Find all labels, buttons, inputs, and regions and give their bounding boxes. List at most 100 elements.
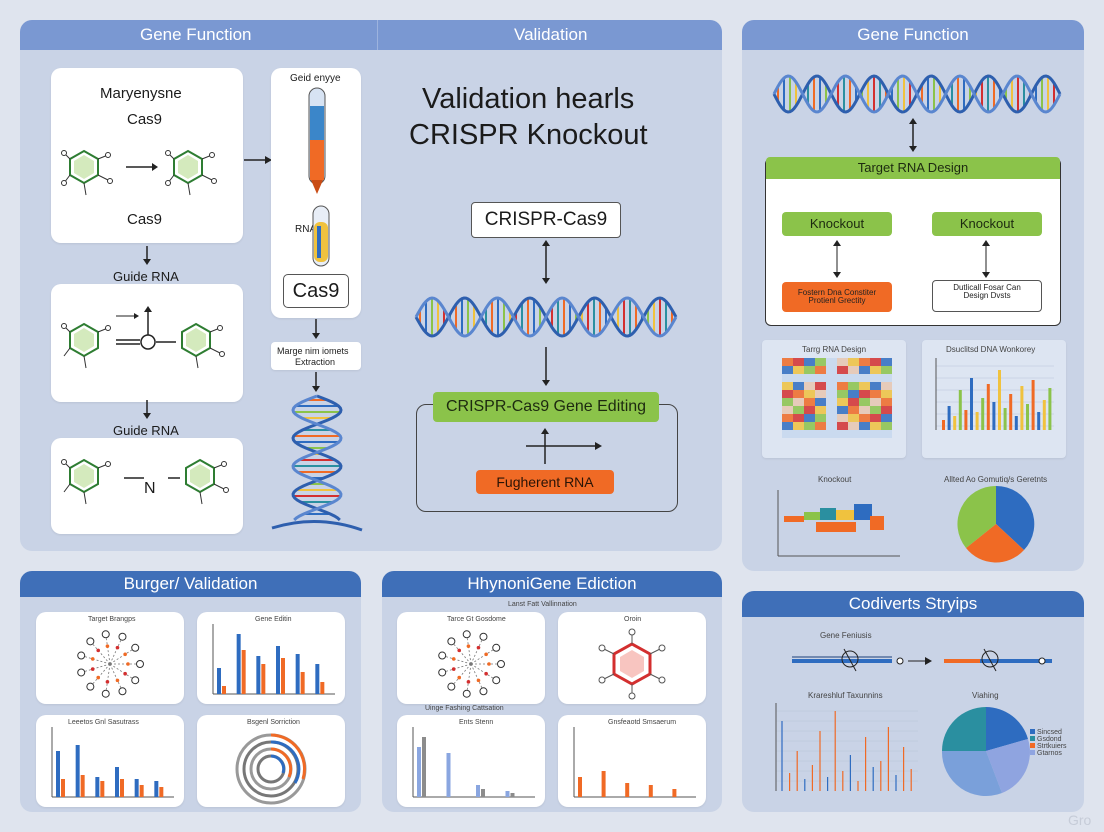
segment: [870, 516, 884, 530]
label-guide-rna-2: Guide RNA: [113, 423, 179, 438]
network-dot: [484, 652, 488, 657]
double-arrow-1: [542, 240, 550, 284]
heatmap-cell: [870, 390, 881, 398]
heatmap-cell: [804, 422, 815, 430]
arrow-down-2: [143, 400, 151, 419]
heatmap-cell: [793, 422, 804, 430]
network-dot: [484, 671, 488, 676]
network-dot: [466, 644, 471, 648]
bm-c1-title: Tarce Gt Gosdome: [447, 616, 506, 623]
heatmap-cell: [815, 382, 826, 390]
bl-card-network: Target Brangps: [36, 612, 184, 704]
network-dot: [90, 667, 95, 671]
arrow-down-1: [143, 246, 151, 265]
heatmap-title: Tarrg RNA Design: [802, 345, 867, 354]
bar: [95, 777, 100, 797]
bar: [648, 785, 653, 797]
bar: [80, 775, 85, 797]
dna-strand: [772, 74, 1062, 114]
network-node: [136, 660, 144, 668]
segment: [804, 512, 830, 520]
heatmap-cell: [804, 414, 815, 422]
heatmap-cell: [870, 366, 881, 374]
pie-chart-right: [957, 485, 1035, 563]
heatmap-cell: [782, 390, 793, 398]
heatmap-cell: [881, 422, 892, 430]
heatmap-cell: [837, 414, 848, 422]
heatmap-cell: [815, 430, 826, 438]
heatmap: [782, 358, 892, 438]
segment: [820, 508, 836, 520]
knockout-box-1: Knockout: [782, 212, 892, 236]
heatmap-cell: [881, 374, 892, 382]
bottom-middle-header: HhynoniGene Ediction: [382, 571, 722, 597]
heatmap-cell: [826, 390, 837, 398]
bar: [295, 654, 300, 694]
bar-chart-bm-2: [573, 727, 696, 798]
bar: [1009, 394, 1013, 430]
heatmap-cell: [826, 374, 837, 382]
bar: [942, 420, 945, 430]
network-edge: [451, 641, 472, 665]
bottom-middle-panel: HhynoniGene Ediction Lanst Fatt Vallinna…: [382, 571, 722, 812]
network-node: [497, 660, 505, 668]
network-node: [118, 632, 127, 641]
heatmap-cell: [804, 406, 815, 414]
heatmap-cell: [870, 430, 881, 438]
bar: [115, 767, 119, 797]
network-node: [86, 682, 95, 691]
right-panel: Gene Function Target RNA Design Knockout…: [742, 20, 1084, 571]
pie-slice-blue: [996, 485, 1035, 550]
bm-card-bars: Uinge Fashing Cattsation Ents Stenn: [397, 705, 545, 807]
bl-c3-title: Leeetos Gnl Sasutrass: [68, 719, 139, 726]
heatmap-card: Tarrg RNA Design: [762, 340, 906, 458]
bottom-right-panel: Codiverts Stryips Gene Feniusis Krareshl…: [742, 591, 1084, 812]
heatmap-cell: [859, 358, 870, 366]
heatmap-cell: [870, 358, 881, 366]
bar: [975, 412, 979, 430]
test-tube-1: [308, 87, 326, 194]
molecule-drawing-3: [61, 458, 229, 505]
bar: [1048, 388, 1052, 430]
bar: [1042, 400, 1046, 430]
heatmap-cell: [837, 390, 848, 398]
pie-slice-orange: [966, 524, 1024, 563]
dna-helix-horizontal: [414, 296, 678, 338]
legend-item-1: Sincsed: [1030, 729, 1067, 736]
heatmap-cell: [804, 382, 815, 390]
tube-label-mid: RNA: [295, 224, 317, 235]
bar: [56, 751, 60, 797]
radial-rings: [235, 733, 307, 805]
bar: [320, 682, 325, 694]
heatmap-cell: [848, 430, 859, 438]
bar: [222, 686, 226, 694]
network-dot: [451, 667, 456, 671]
heatmap-cell: [793, 430, 804, 438]
heatmap-cell: [881, 414, 892, 422]
heatmap-cell: [793, 398, 804, 406]
main-panel: Gene Function Validation Maryenysne Cas9…: [20, 20, 722, 551]
header-divider: [377, 20, 378, 50]
heatmap-cell: [859, 406, 870, 414]
dna-strand: [414, 296, 678, 338]
heatmap-cell: [815, 366, 826, 374]
bar: [970, 378, 973, 430]
network-edge: [470, 663, 497, 681]
bar: [1031, 380, 1035, 430]
dna-helix-vertical: [271, 394, 363, 532]
extraction-card: Marge nim iomets Extraction: [271, 342, 361, 370]
big-title-line-2: CRISPR Knockout: [409, 119, 648, 151]
dna-base: [271, 520, 363, 532]
network-edge: [466, 663, 472, 694]
bar: [134, 779, 139, 797]
br-pie-title: Viahing: [972, 691, 999, 700]
segment: [816, 522, 856, 532]
bar: [422, 737, 426, 797]
network-edge: [470, 636, 484, 665]
heatmap-cell: [837, 382, 848, 390]
heatmap-cell: [815, 374, 826, 382]
editing-box: CRISPR-Cas9 Gene Editing: [433, 392, 659, 422]
test-tube-2: [312, 205, 330, 267]
network-edge: [466, 634, 472, 665]
bar: [1003, 408, 1007, 430]
